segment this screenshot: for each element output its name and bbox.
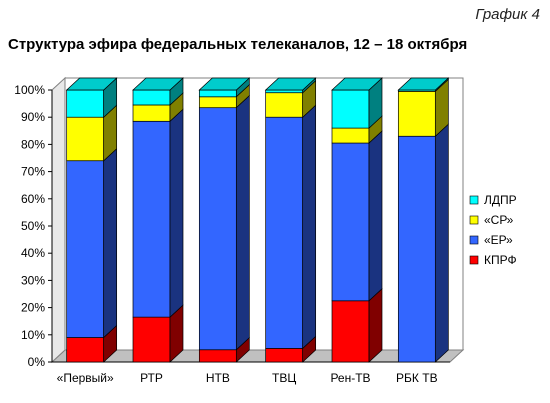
bar-segment	[132, 120, 171, 318]
bar-segment-side	[302, 104, 317, 350]
bar-segment	[331, 127, 370, 144]
bar-segment	[265, 116, 304, 349]
bar-segment	[198, 107, 237, 351]
bar-segment-side	[103, 147, 118, 339]
bar-segment	[66, 116, 105, 162]
bar-top-cap	[264, 77, 317, 91]
bar-segment	[331, 300, 370, 363]
bar-segment	[397, 135, 436, 363]
legend-swatch	[469, 195, 479, 205]
bar-top-cap	[65, 77, 118, 91]
legend-label: «ЕР»	[484, 233, 513, 247]
legend-label: КПРФ	[484, 253, 517, 267]
bar-top-cap	[331, 77, 383, 91]
y-tick-label: 70%	[21, 165, 45, 179]
x-category-label: РБК ТВ	[396, 371, 438, 385]
x-category-label: РТР	[140, 371, 163, 385]
legend-label: ЛДПР	[484, 193, 517, 207]
bar-segment	[397, 91, 436, 137]
y-tick-label: 0%	[28, 355, 46, 369]
bar-segment	[265, 92, 304, 118]
x-category-label: ТВЦ	[272, 371, 296, 385]
y-tick-label: 50%	[21, 219, 45, 233]
y-tick-label: 40%	[21, 246, 45, 260]
legend-swatch	[469, 255, 479, 265]
bar-segment	[265, 89, 304, 94]
bar-segment	[198, 96, 237, 109]
bar-segment	[265, 348, 304, 363]
chart-side-wall	[51, 76, 66, 364]
y-tick-label: 10%	[21, 328, 45, 342]
bar-segment-side	[169, 108, 184, 318]
bar-segment	[132, 104, 171, 122]
bar-segment	[331, 142, 370, 302]
bar-segment	[132, 316, 171, 363]
bar-top-cap	[397, 77, 450, 91]
bar-segment	[331, 89, 370, 129]
legend-label: «СР»	[484, 213, 514, 227]
legend-swatch	[469, 215, 479, 225]
x-category-label: «Первый»	[57, 371, 114, 385]
bar-segment-side	[235, 94, 250, 351]
chart-caption: График 4	[475, 6, 540, 23]
y-tick-label: 60%	[21, 192, 45, 206]
bar-segment	[198, 349, 237, 363]
y-tick-label: 30%	[21, 273, 45, 287]
y-tick-label: 20%	[21, 301, 45, 315]
y-tick-label: 90%	[21, 110, 45, 124]
chart-title: Структура эфира федеральных телеканалов,…	[8, 36, 468, 53]
bar-top-cap	[132, 77, 184, 91]
y-tick-label: 100%	[14, 83, 45, 97]
bar-top-cap	[198, 77, 251, 91]
bar-segment-side	[368, 288, 383, 363]
x-category-label: НТВ	[206, 371, 230, 385]
bar-segment	[132, 89, 171, 106]
bar-segment	[198, 89, 237, 98]
y-tick-label: 80%	[21, 137, 45, 151]
bar-segment	[66, 160, 105, 338]
bar-segment-side	[368, 130, 383, 302]
bar-segment-side	[434, 123, 449, 363]
legend-swatch	[469, 235, 479, 245]
bar-segment	[66, 337, 105, 363]
bar-segment	[66, 89, 105, 118]
x-category-label: Рен-ТВ	[330, 371, 370, 385]
